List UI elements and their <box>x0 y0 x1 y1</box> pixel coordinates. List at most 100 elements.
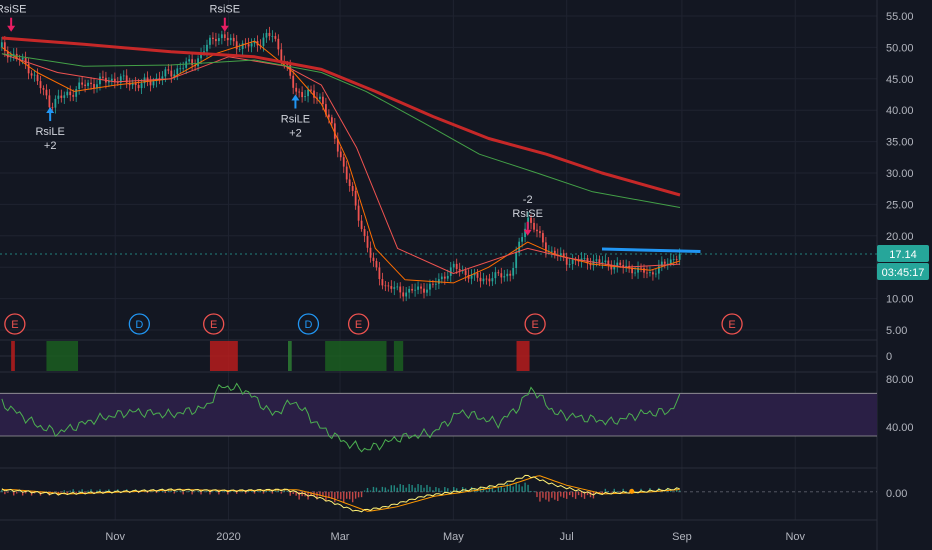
candle-body <box>417 286 419 290</box>
candle-body <box>449 267 452 276</box>
candle-body <box>455 263 458 270</box>
candle-body <box>544 242 547 252</box>
macd-histogram-bar <box>372 486 375 492</box>
macd-histogram-bar <box>545 491 547 500</box>
event-marker-label: E <box>11 319 18 331</box>
macd-histogram-bar <box>253 491 256 494</box>
candle-body <box>408 288 411 293</box>
candle-body <box>217 38 220 42</box>
macd-histogram-bar <box>563 491 565 498</box>
grid-lines <box>0 0 877 520</box>
candle-body <box>434 283 437 285</box>
macd-histogram-bar <box>366 487 369 492</box>
macd-histogram-bar <box>108 489 110 492</box>
candle-body <box>134 82 137 85</box>
macd-histogram-bar <box>357 491 360 498</box>
candle-body <box>24 57 27 64</box>
macd-histogram-bar <box>476 490 479 492</box>
candle-body <box>533 222 535 230</box>
macd-histogram-bar <box>667 487 669 492</box>
candle-body <box>432 283 434 285</box>
macd-histogram-bar <box>548 491 550 502</box>
short-signal-arrowhead <box>523 229 532 236</box>
series-line-trendline <box>601 247 701 253</box>
candle-body <box>378 267 381 280</box>
candle-body <box>646 272 648 274</box>
candle-body <box>613 266 616 270</box>
macd-histogram-bar <box>390 485 393 492</box>
candle-body <box>357 205 360 221</box>
candle-body <box>589 263 592 266</box>
candle-body <box>45 89 48 96</box>
macd-histogram-bar <box>628 491 630 493</box>
macd-histogram-bar <box>381 486 384 492</box>
price-axis-label: 5.00 <box>886 325 907 337</box>
series-line-ma_150 <box>1 53 681 208</box>
event-marker-label: E <box>728 319 735 331</box>
macd-histogram-bar <box>447 488 449 492</box>
candle-body <box>253 41 256 44</box>
candle-body <box>503 276 506 278</box>
candle-body <box>265 32 268 38</box>
candle-body <box>36 74 39 82</box>
macd-histogram-bar <box>360 491 363 498</box>
candle-body <box>476 272 479 278</box>
candle-body <box>354 190 357 206</box>
candle-body <box>182 67 185 69</box>
macd-histogram-bar <box>494 490 497 492</box>
candle-body <box>452 263 455 268</box>
macd-histogram-bar <box>568 491 571 496</box>
candle-body <box>0 42 3 48</box>
candle-body <box>616 262 619 267</box>
macd-histogram-bar <box>170 489 173 492</box>
candle-body <box>372 257 375 261</box>
macd-histogram-bar <box>331 491 333 500</box>
candle-body <box>678 254 681 260</box>
candle-body <box>99 76 101 85</box>
candle-body <box>637 267 639 273</box>
histogram-block <box>287 341 292 371</box>
macd-histogram-bar <box>402 484 404 492</box>
candle-body <box>607 260 610 265</box>
macd-histogram-bar <box>167 490 170 492</box>
macd-histogram-bar <box>506 483 508 492</box>
candle-body <box>75 88 78 97</box>
candle-body <box>375 260 378 268</box>
candle-body <box>333 123 336 139</box>
candle-body <box>592 260 595 266</box>
candle-body <box>206 44 208 52</box>
macd-histogram-bar <box>417 484 419 492</box>
macd-histogram-bar <box>414 487 416 492</box>
macd-histogram-bar <box>4 491 6 495</box>
macd-histogram-bar <box>155 491 158 494</box>
short-signal-label: RsiSE <box>0 4 26 16</box>
candle-body <box>66 91 69 96</box>
candle-body <box>509 273 512 276</box>
macd-histogram-bar <box>334 491 336 503</box>
candle-body <box>107 80 110 83</box>
long-signal-qty: +2 <box>289 128 302 140</box>
candle-body <box>571 259 574 264</box>
macd-histogram-bar <box>244 491 247 494</box>
macd-histogram-bar <box>580 491 583 498</box>
macd-histogram-bar <box>259 490 262 492</box>
histogram-block <box>393 341 404 371</box>
macd-axis-label: 0.00 <box>886 488 907 500</box>
candle-body <box>494 272 497 279</box>
event-marker-earnings <box>203 313 225 335</box>
candle-body <box>583 257 586 259</box>
macd-histogram-bar <box>387 489 390 492</box>
candle-body <box>654 273 657 275</box>
candle-body <box>363 229 366 237</box>
candle-body <box>325 104 327 115</box>
macd-histogram-bar <box>607 491 610 492</box>
macd-histogram-bar <box>146 491 149 494</box>
macd-histogram-bar <box>369 490 372 492</box>
candle-body <box>402 292 405 297</box>
macd-histogram-bar <box>96 490 98 492</box>
macd-histogram-bar <box>470 486 473 492</box>
candle-body <box>12 53 15 55</box>
candle-body <box>81 82 84 85</box>
candle-body <box>396 286 399 288</box>
